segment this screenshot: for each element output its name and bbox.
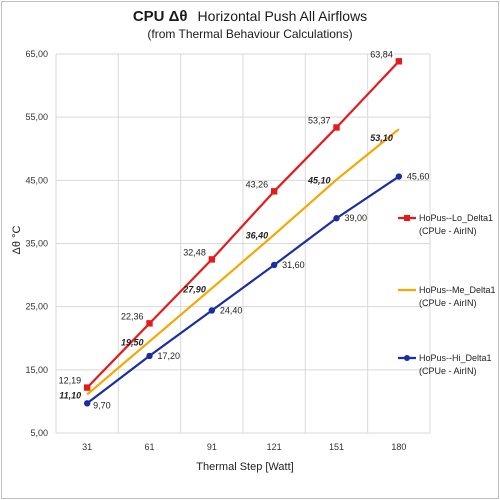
y-tick-label: 65,00 xyxy=(25,49,48,59)
data-label: 11,10 xyxy=(59,390,81,400)
data-point xyxy=(146,320,153,327)
legend-label: HoPus--Me_Delta1 xyxy=(419,285,496,295)
data-label: 63,84 xyxy=(370,49,393,59)
legend-swatch-marker xyxy=(404,355,410,361)
data-point xyxy=(333,215,340,222)
data-label: 17,20 xyxy=(158,351,181,361)
x-tick-label: 31 xyxy=(82,442,92,452)
data-label: 24,40 xyxy=(220,305,243,315)
legend-sublabel: (CPUe - AirIN) xyxy=(419,298,477,308)
y-tick-label: 25,00 xyxy=(25,302,48,312)
data-label: 9,70 xyxy=(93,400,111,410)
x-tick-label: 180 xyxy=(391,442,406,452)
chart-title: CPU Δθ Horizontal Push All Airflows xyxy=(2,8,498,26)
data-label: 45,10 xyxy=(307,176,331,186)
legend: HoPus--Lo_Delta1 (CPUe - AirIN) HoPus--Me_… xyxy=(398,213,496,376)
data-point xyxy=(270,188,278,195)
data-point xyxy=(208,307,216,314)
chart-title-rest: Horizontal Push All Airflows xyxy=(197,8,368,24)
x-tick-label: 151 xyxy=(329,442,344,452)
x-tick-label: 61 xyxy=(144,442,154,452)
series-line xyxy=(86,128,400,396)
data-labels: 12,19 22,36 32,48 43,26 53,37 63,84 11,10 19,50… xyxy=(59,49,430,410)
data-point xyxy=(208,256,216,263)
data-label: 22,36 xyxy=(121,311,144,321)
data-point xyxy=(333,124,340,131)
legend-sublabel: (CPUe - AirIN) xyxy=(419,226,477,236)
data-point xyxy=(83,384,91,391)
data-label: 39,00 xyxy=(345,213,368,223)
legend-label: HoPus--Hi_Delta1 xyxy=(419,353,492,363)
y-tick-label: 55,00 xyxy=(25,112,48,122)
x-tick-label: 91 xyxy=(207,442,217,452)
data-label: 36,40 xyxy=(246,231,269,241)
data-label: 31,60 xyxy=(282,260,305,270)
series-group xyxy=(83,58,403,407)
y-tick-label: 15,00 xyxy=(25,365,48,375)
chart-subtitle: (from Thermal Behaviour Calculations) xyxy=(147,27,353,41)
x-axis-title: Thermal Step [Watt] xyxy=(196,461,293,473)
x-tick-label: 121 xyxy=(267,442,282,452)
legend-swatch-marker xyxy=(404,215,410,221)
data-label: 53,10 xyxy=(370,133,393,143)
data-label: 12,19 xyxy=(59,376,82,386)
y-tick-label: 45,00 xyxy=(25,175,48,185)
data-label: 32,48 xyxy=(183,247,206,257)
data-point xyxy=(395,173,403,180)
data-point xyxy=(83,400,91,407)
gridlines xyxy=(55,53,431,434)
data-label: 53,37 xyxy=(308,115,331,125)
series-line xyxy=(86,60,400,389)
y-tick-label: 35,00 xyxy=(25,239,48,249)
legend-label: HoPus--Lo_Delta1 xyxy=(419,213,493,223)
data-label: 27,90 xyxy=(182,284,206,294)
series-line xyxy=(86,175,400,405)
y-axis-title: Δθ °C xyxy=(11,226,23,255)
x-axis-ticks: 31 61 91 121 151 180 xyxy=(82,442,406,452)
data-point xyxy=(395,58,403,65)
chart-title-main: CPU Δθ xyxy=(132,8,188,25)
data-label: 43,26 xyxy=(246,179,269,189)
data-label: 19,50 xyxy=(121,337,144,347)
y-axis-ticks: 5,00 15,00 25,00 35,00 45,00 55,00 65,00 xyxy=(25,49,48,438)
data-point xyxy=(146,352,153,360)
data-label: 45,60 xyxy=(407,172,430,182)
data-point xyxy=(270,261,278,269)
legend-sublabel: (CPUe - AirIN) xyxy=(419,366,477,376)
y-tick-label: 5,00 xyxy=(30,428,48,438)
